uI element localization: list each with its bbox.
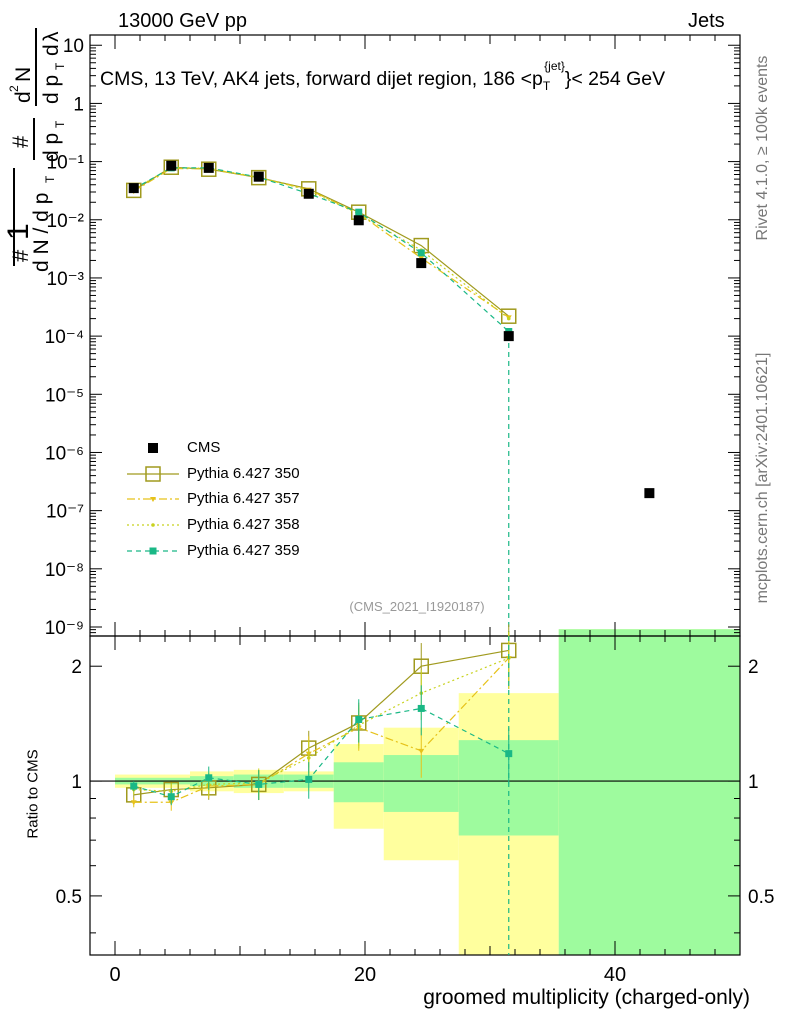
ratio-y-tick-label-left: 1 bbox=[71, 772, 82, 793]
plot-title: CMS, 13 TeV, AK4 jets, forward dijet reg… bbox=[100, 59, 666, 93]
ratio-series-point bbox=[130, 800, 137, 806]
ratio-y-tick-label-left: 0.5 bbox=[56, 887, 82, 908]
svg-text:N: N bbox=[12, 67, 35, 82]
svg-text:T: T bbox=[53, 62, 67, 70]
svg-text:T: T bbox=[53, 120, 67, 128]
svg-text:#: # bbox=[8, 135, 33, 148]
svg-text:λ: λ bbox=[40, 31, 63, 42]
ratio-series-point bbox=[130, 782, 138, 790]
x-axis-label: groomed multiplicity (charged-only) bbox=[423, 986, 750, 1009]
main-series-1 bbox=[130, 166, 512, 321]
main-series-point bbox=[506, 316, 511, 321]
main-y-tick-label: 1 bbox=[73, 94, 84, 115]
cms-data-point bbox=[503, 331, 514, 342]
ratio-series-point bbox=[418, 748, 425, 754]
ratio-y-tick-label-right: 0.5 bbox=[748, 887, 774, 908]
ratio-series-point bbox=[255, 780, 263, 788]
svg-text:1: 1 bbox=[2, 223, 35, 240]
legend-marker-3 bbox=[149, 547, 157, 555]
cms-data-point bbox=[644, 488, 655, 499]
main-series-line bbox=[133, 166, 510, 320]
legend-marker bbox=[151, 523, 155, 527]
svg-text:d p: d p bbox=[40, 133, 63, 162]
ratio-series-point bbox=[306, 756, 311, 760]
main-y-tick-label: 10⁻⁴ bbox=[45, 327, 84, 348]
main-series-point bbox=[251, 169, 267, 186]
main-series-line bbox=[133, 166, 510, 317]
cms-data-point bbox=[203, 162, 214, 173]
title-main: CMS, 13 TeV, AK4 jets, forward dijet reg… bbox=[100, 68, 543, 90]
ratio-band-stat bbox=[558, 629, 740, 955]
analysis-tag: (CMS_2021_I1920187) bbox=[349, 599, 485, 614]
legend-label-357: Pythia 6.427 357 bbox=[187, 490, 300, 507]
ratio-y-tick-label-left: 2 bbox=[71, 657, 82, 678]
legend-label-358: Pythia 6.427 358 bbox=[187, 516, 300, 533]
x-tick-label: 0 bbox=[109, 964, 120, 986]
main-y-tick-label: 10⁻⁵ bbox=[45, 385, 84, 406]
svg-text:d p: d p bbox=[40, 75, 63, 104]
cms-data-point bbox=[353, 215, 364, 226]
x-tick-label: 20 bbox=[354, 964, 376, 986]
main-series-line bbox=[133, 167, 510, 636]
ratio-series-3 bbox=[130, 636, 513, 955]
main-series-point bbox=[417, 249, 425, 257]
main-series-line bbox=[133, 167, 510, 318]
main-y-tick-label: 10⁻⁸ bbox=[45, 560, 84, 581]
svg-text:d: d bbox=[12, 91, 35, 103]
ratio-series-point bbox=[167, 793, 175, 801]
ratio-series-point bbox=[505, 750, 513, 758]
ratio-y-tick-label-right: 1 bbox=[748, 772, 759, 793]
cms-data-point bbox=[166, 160, 177, 171]
legend-marker bbox=[145, 466, 161, 482]
main-y-tick-label: 10⁻³ bbox=[47, 269, 85, 290]
svg-text:2: 2 bbox=[7, 85, 21, 92]
title-end: }< 254 GeV bbox=[564, 68, 666, 90]
legend-marker-cms bbox=[148, 443, 158, 453]
main-y-tick-label: 10⁻⁷ bbox=[46, 502, 84, 523]
main-y-tick-label: 10⁻⁹ bbox=[45, 618, 84, 639]
main-series-point bbox=[355, 208, 363, 216]
main-series-2 bbox=[131, 165, 511, 321]
x-tick-label: 40 bbox=[604, 964, 626, 986]
legend-label-350: Pythia 6.427 350 bbox=[187, 465, 300, 482]
ratio-band-stat bbox=[333, 762, 384, 803]
legend-marker-2 bbox=[151, 523, 155, 527]
legend-marker-1 bbox=[150, 497, 156, 502]
legend-label-cms: CMS bbox=[187, 439, 221, 456]
main-y-axis-label: # 1 d N / d p T # d p T d 2 N d p T d λ bbox=[2, 28, 67, 272]
main-series-0 bbox=[126, 159, 517, 324]
main-y-tick-label: 10⁻¹ bbox=[47, 153, 85, 174]
ratio-series-line bbox=[133, 657, 510, 803]
cms-data-point bbox=[253, 171, 264, 182]
ratio-series-point bbox=[305, 775, 313, 783]
ratio-series-point bbox=[205, 774, 213, 782]
title-sub: T bbox=[542, 79, 551, 93]
main-y-tick-label: 10 bbox=[63, 36, 84, 57]
cms-data-point bbox=[303, 188, 314, 199]
ratio-y-tick-label-right: 2 bbox=[748, 657, 759, 678]
cms-data-point bbox=[128, 183, 139, 194]
header-left: 13000 GeV pp bbox=[118, 10, 247, 32]
ratio-series-point bbox=[417, 704, 425, 712]
main-y-tick-label: 10⁻⁶ bbox=[45, 443, 84, 464]
legend-label-359: Pythia 6.427 359 bbox=[187, 542, 300, 559]
header-right: Jets bbox=[688, 10, 725, 32]
title-sup: {jet} bbox=[544, 59, 565, 73]
cms-data-point bbox=[416, 258, 427, 269]
svg-text:T: T bbox=[43, 175, 57, 183]
main-y-tick-label: 10⁻² bbox=[47, 211, 85, 232]
svg-text:d: d bbox=[40, 44, 63, 56]
svg-text:d N / d p: d N / d p bbox=[30, 193, 53, 272]
main-series-point bbox=[501, 308, 517, 324]
ratio-series-point bbox=[355, 715, 363, 723]
legend-marker-0 bbox=[145, 466, 161, 482]
main-series-point bbox=[201, 161, 217, 177]
legend-marker bbox=[150, 497, 156, 502]
legend-marker bbox=[149, 547, 157, 555]
main-series-3 bbox=[130, 164, 513, 636]
